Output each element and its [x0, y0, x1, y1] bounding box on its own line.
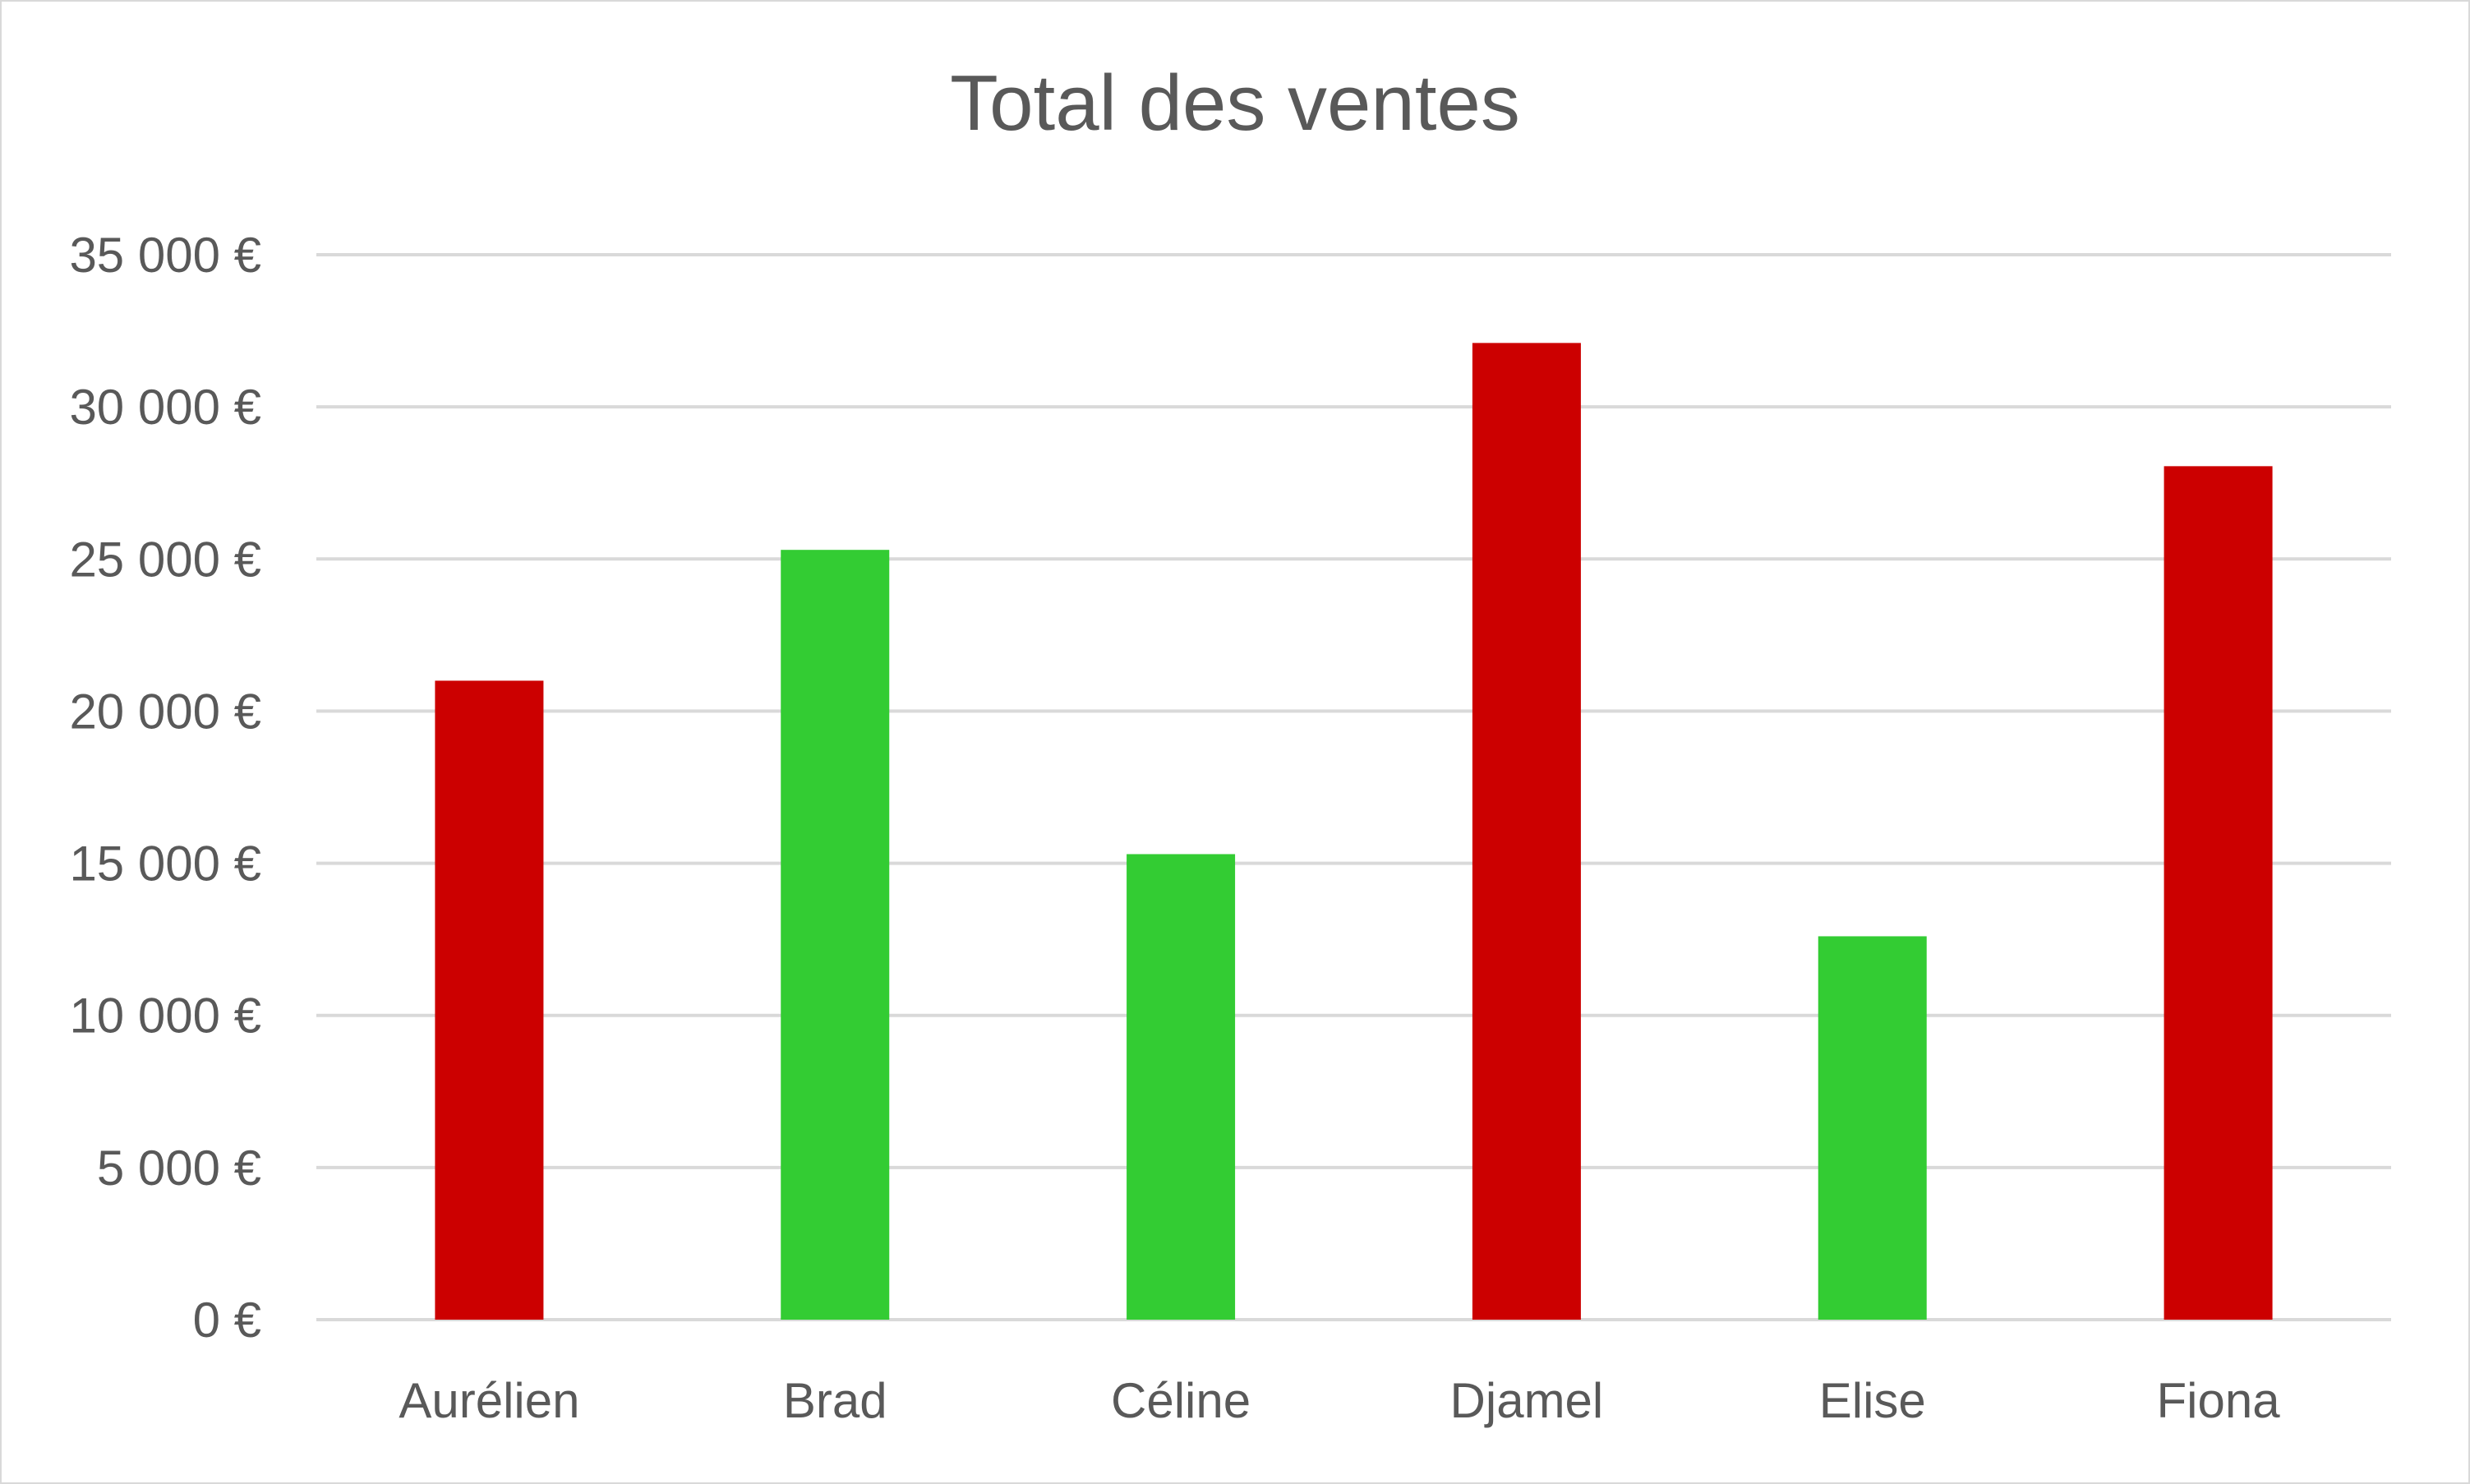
bar-brad [781, 550, 890, 1320]
y-tick-label: 15 000 € [69, 836, 261, 892]
y-tick-label: 30 000 € [69, 380, 261, 435]
bar-aurélien [435, 680, 544, 1320]
y-axis-tick-labels: 0 € 5 000 € 10 000 € 15 000 € 20 000 € 25 000… [69, 228, 261, 1348]
y-tick-label: 35 000 € [69, 228, 261, 283]
x-tick-label: Céline [1111, 1373, 1251, 1428]
chart-title: Total des ventes [950, 59, 1520, 147]
gridlines [316, 253, 2391, 1321]
x-tick-label: Fiona [2157, 1373, 2281, 1428]
bar-djamel [1472, 343, 1581, 1320]
y-tick-label: 10 000 € [69, 989, 261, 1044]
bar-céline [1127, 854, 1236, 1320]
bar-elise [1818, 936, 1927, 1320]
y-tick-label: 5 000 € [97, 1141, 261, 1196]
x-axis-tick-labels: Aurélien Brad Céline Djamel Elise Fiona [399, 1373, 2280, 1428]
x-tick-label: Aurélien [399, 1373, 579, 1428]
x-tick-label: Brad [783, 1373, 887, 1428]
y-tick-label: 20 000 € [69, 684, 261, 739]
x-tick-label: Elise [1819, 1373, 1926, 1428]
bar-fiona [2164, 466, 2273, 1320]
y-tick-label: 25 000 € [69, 532, 261, 587]
x-tick-label: Djamel [1450, 1373, 1604, 1428]
bars [435, 343, 2273, 1320]
y-tick-label: 0 € [193, 1293, 261, 1348]
